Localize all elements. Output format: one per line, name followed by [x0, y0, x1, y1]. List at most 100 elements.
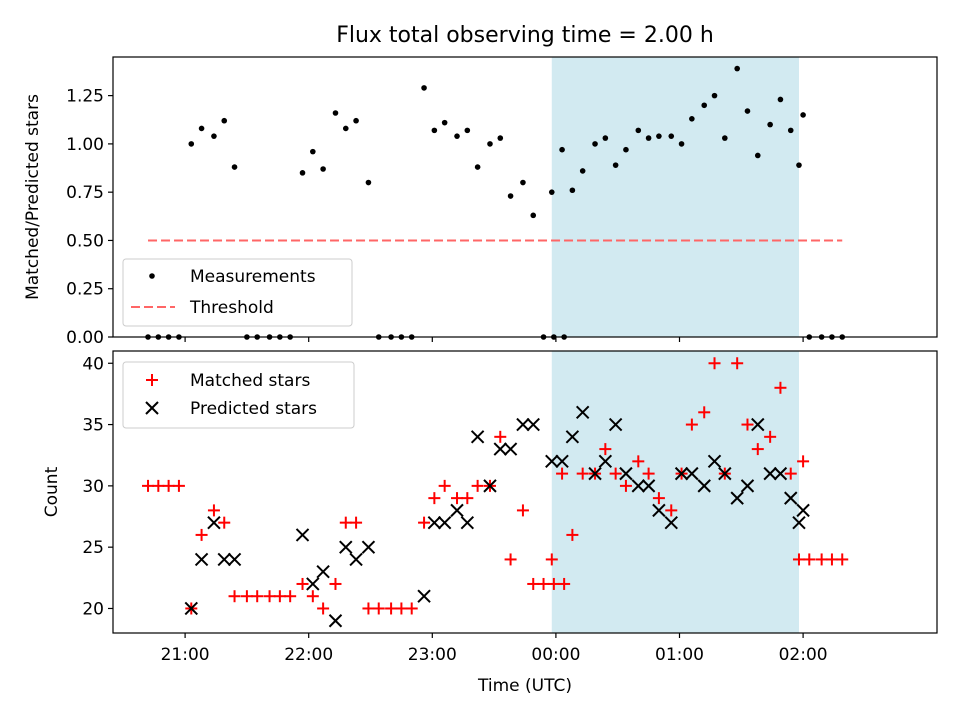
measurement-point: [221, 117, 228, 124]
measurement-point: [579, 168, 586, 174]
bottom-shaded-span: [551, 351, 799, 633]
predicted-star-point: [339, 540, 353, 554]
measurement-point: [332, 110, 339, 116]
predicted-star-point: [450, 503, 464, 518]
measurement-point: [711, 92, 718, 99]
matched-star-point: [438, 479, 451, 492]
chart-title: Flux total observing time = 2.00 h: [336, 23, 714, 48]
measurement-point: [668, 133, 675, 139]
matched-star-point: [576, 467, 589, 480]
predicted-star-point: [792, 515, 806, 530]
measurement-point: [353, 117, 359, 124]
predicted-star-point: [796, 503, 810, 518]
matched-star-point: [599, 443, 612, 456]
predicted-star-point: [598, 454, 613, 469]
matched-star-point: [642, 467, 655, 480]
matched-star-point: [395, 602, 408, 615]
matched-star-point: [162, 479, 175, 492]
predicted-star-point: [493, 442, 507, 456]
measurement-point: [701, 102, 708, 109]
x-tick-label: 01:00: [655, 645, 704, 665]
measurement-point: [722, 135, 728, 141]
measurement-point: [777, 96, 784, 103]
x-axis-label: Time (UTC): [477, 676, 572, 696]
matched-star-point: [172, 479, 185, 492]
matched-star-point: [556, 467, 569, 480]
matched-star-point: [228, 590, 241, 603]
measurement-point: [754, 152, 761, 159]
measurement-point: [548, 189, 555, 195]
matched-star-point: [195, 528, 208, 541]
matched-star-point: [792, 553, 805, 566]
legend-matched-marker: [146, 374, 158, 386]
matched-star-point: [385, 602, 398, 615]
matched-star-point: [547, 577, 560, 590]
matched-star-point: [339, 516, 352, 529]
count-points: [142, 357, 849, 628]
predicted-star-point: [740, 479, 755, 493]
measurement-point: [320, 166, 326, 172]
measurement-point: [635, 127, 642, 134]
top-y-tick-label: 0.25: [66, 280, 104, 300]
predicted-star-point: [641, 479, 656, 493]
predicted-star-point: [503, 442, 518, 456]
predicted-star-point: [184, 601, 198, 616]
measurement-point: [656, 133, 662, 139]
legend-threshold-label: Threshold: [189, 298, 274, 318]
bottom-y-tick-label: 40: [82, 354, 104, 374]
predicted-star-point: [516, 417, 530, 432]
predicted-star-point: [555, 454, 569, 469]
measurement-point: [464, 127, 471, 134]
bottom-axes-frame: [112, 350, 938, 634]
measurement-point: [787, 127, 794, 134]
top-y-tick-label: 1.00: [66, 135, 104, 155]
matched-star-point: [558, 577, 571, 590]
predicted-star-point: [194, 552, 209, 567]
top-legend: Measurements Threshold: [122, 258, 353, 327]
x-tick-label: 21:00: [161, 645, 210, 665]
top-observing-window: [551, 57, 799, 337]
predicted-star-point: [427, 515, 442, 530]
measurement-point: [645, 135, 652, 141]
matched-star-point: [516, 504, 529, 517]
measurement-point: [612, 162, 619, 168]
bottom-y-tick-label: 30: [82, 477, 104, 497]
measurement-point: [602, 135, 609, 141]
predicted-star-point: [470, 430, 485, 444]
matched-star-point: [797, 455, 810, 468]
top-legend-box: [122, 258, 353, 327]
top-y-ticks: 0.00 0.25 0.50 0.75 1.00 1.25: [66, 87, 113, 348]
matched-star-point: [451, 492, 464, 505]
matched-star-point: [273, 590, 286, 603]
measurement-point: [497, 135, 504, 141]
matched-star-point: [825, 553, 838, 566]
matched-star-point: [632, 455, 645, 468]
predicted-star-point: [718, 466, 732, 481]
bottom-y-tick-label: 35: [82, 416, 104, 436]
matched-star-point: [142, 479, 155, 492]
matched-star-point: [494, 430, 507, 443]
matched-star-point: [652, 492, 665, 505]
legend-predicted-marker: [145, 401, 159, 415]
matched-star-point: [774, 381, 787, 394]
measurement-point: [734, 65, 740, 72]
measurement-point: [623, 146, 629, 153]
matched-star-point: [428, 492, 441, 505]
measurement-point: [365, 179, 372, 186]
x-tick-label: 23:00: [408, 645, 457, 665]
matched-star-point: [609, 467, 622, 480]
matched-star-point: [836, 553, 849, 566]
measurement-points: [145, 65, 846, 340]
matched-star-point: [815, 553, 828, 566]
measurement-point: [592, 141, 598, 147]
top-shaded-span: [551, 57, 799, 337]
bottom-panel: 20 25 30 35 40 21:00 22:00 23:00 00:00 01:00 02:0…: [42, 350, 938, 696]
matched-star-point: [685, 418, 698, 431]
legend-matched-label: Matched stars: [190, 371, 310, 391]
matched-star-point: [665, 504, 678, 517]
matched-star-point: [350, 516, 363, 529]
matched-star-point: [240, 590, 253, 603]
top-y-tick-label: 1.25: [66, 87, 104, 107]
measurement-point: [421, 85, 427, 91]
matched-star-point: [306, 590, 319, 603]
